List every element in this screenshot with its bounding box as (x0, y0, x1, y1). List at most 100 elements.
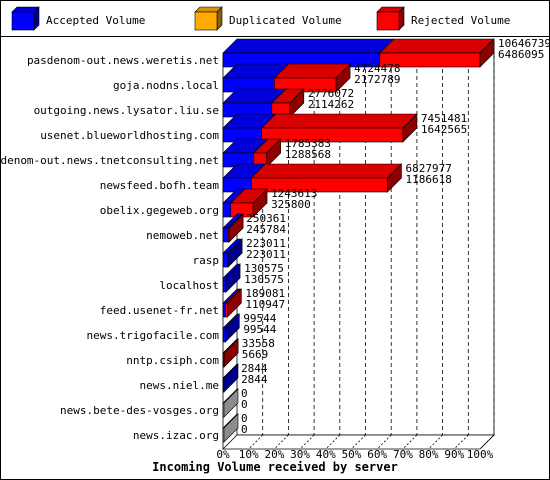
bar-top-rejected (250, 163, 403, 179)
value-label-accepted: 2114262 (308, 98, 354, 111)
category-label: rasp (193, 254, 220, 267)
value-label-total: 2776072 (308, 87, 354, 100)
floor-gridline (325, 434, 341, 450)
floor-gridline (428, 434, 443, 450)
bar-segment-accepted (222, 227, 229, 243)
bar-side-empty (223, 413, 239, 443)
bar-segment-accepted (222, 277, 227, 293)
legend-label-duplicated: Duplicated Volume (229, 14, 342, 27)
bar-side-rejected (227, 288, 242, 318)
bar-side-accepted (225, 263, 241, 293)
category-label: newsfeed.bofh.team (100, 179, 220, 192)
bar-top-accepted (222, 38, 395, 54)
floor-gridline (479, 434, 495, 450)
value-label-total: 7451481 (421, 112, 467, 125)
value-label-accepted: 0 (241, 398, 248, 411)
category-label: pasdenom-out.news.tnetconsulting.net (0, 154, 219, 167)
bar-side-rejected (479, 38, 495, 68)
category-label: nntp.csiph.com (126, 354, 219, 367)
category-label: news.bete-des-vosges.org (60, 404, 219, 417)
floor-gridline (274, 434, 289, 450)
value-label-accepted: 110947 (245, 298, 285, 311)
x-tick-label: 10% (239, 448, 259, 461)
value-label-accepted: 1186618 (405, 173, 451, 186)
legend-swatch-duplicated (194, 11, 218, 31)
x-axis: 0% 10% 20% 30% 40% 50% 60% 70% 80% 90% 100% Incomin… (152, 448, 493, 474)
value-label-accepted: 223011 (246, 248, 286, 261)
value-label-total: 0 (241, 412, 248, 425)
bar-side-empty (223, 388, 239, 418)
value-label-total: 130575 (244, 262, 284, 275)
value-label-accepted: 2172789 (354, 73, 400, 86)
bar-side-rejected (335, 63, 351, 93)
value-label-accepted: 0 (241, 423, 248, 436)
floor-gridline (299, 434, 315, 450)
floor-gridline (402, 434, 418, 450)
x-tick-label: 60% (367, 448, 387, 461)
bar-side-rejected (266, 138, 281, 168)
x-tick-label: 70% (393, 448, 413, 461)
x-tick-label: 80% (419, 448, 439, 461)
bar-top-rejected (260, 113, 418, 129)
value-label-total: 1785383 (285, 137, 331, 150)
bar-side-rejected (289, 88, 305, 118)
x-tick-label: 30% (290, 448, 310, 461)
bar-side-rejected (402, 113, 418, 143)
bar-side-accepted (223, 363, 239, 393)
category-label: pasdenom-out.news.weretis.net (27, 54, 219, 67)
value-label-accepted: 6486095 (498, 48, 544, 61)
value-label-total: 250361 (246, 212, 286, 225)
bar-side-rejected (252, 188, 268, 218)
category-label: news.izac.org (133, 429, 219, 442)
value-label-accepted: 5669 (242, 348, 268, 361)
bar-segment-accepted (222, 252, 229, 268)
legend-swatch-accepted (11, 11, 35, 31)
bar-segment-accepted (222, 327, 226, 343)
category-label: usenet.blueworldhosting.com (40, 129, 219, 142)
bar-side-accepted (227, 238, 243, 268)
x-tick-label: 90% (444, 448, 464, 461)
floor-gridline (351, 434, 366, 450)
value-label-accepted: 1642565 (421, 123, 467, 136)
bar-side-rejected (228, 213, 244, 243)
x-axis-label: Incoming Volume received by server (152, 460, 398, 474)
value-label-total: 223011 (246, 237, 286, 250)
category-labels: pasdenom-out.news.weretis.net goja.nodns.… (0, 54, 219, 442)
category-label: news.trigofacile.com (87, 329, 220, 342)
x-tick-label: 100% (467, 448, 494, 461)
x-tick-label: 0% (216, 448, 230, 461)
category-label: localhost (159, 279, 219, 292)
legend-swatch-rejected (376, 11, 400, 31)
value-label-total: 189081 (245, 287, 285, 300)
floor-gridline (376, 434, 392, 450)
value-label-accepted: 99544 (243, 323, 276, 336)
bar-segment-accepted (222, 202, 232, 218)
value-label-total: 2844 (241, 362, 268, 375)
x-tick-label: 50% (342, 448, 362, 461)
value-label-total: 4724478 (354, 62, 400, 75)
category-label: nemoweb.net (146, 229, 219, 242)
bar-segment-accepted (222, 302, 226, 318)
value-label-total: 1243613 (271, 187, 317, 200)
value-label-total: 6827977 (405, 162, 451, 175)
category-label: goja.nodns.local (113, 79, 219, 92)
bars (222, 38, 495, 443)
floor-gridline (454, 434, 469, 450)
legend-label-accepted: Accepted Volume (46, 14, 145, 27)
x-tick-label: 20% (264, 448, 284, 461)
category-label: feed.usenet-fr.net (100, 304, 219, 317)
bar-side-rejected (223, 338, 239, 368)
bar-segment-rejected (261, 127, 404, 143)
bar-top-rejected (379, 38, 495, 54)
legend-label-rejected: Rejected Volume (411, 14, 510, 27)
value-label-total: 33558 (242, 337, 275, 350)
category-label: outgoing.news.lysator.liu.se (34, 104, 219, 117)
category-label: obelix.gegeweb.org (100, 204, 219, 217)
value-label-total: 99544 (243, 312, 276, 325)
value-label-accepted: 325800 (271, 198, 311, 211)
value-label-total: 0 (241, 387, 248, 400)
floor-gridline (248, 434, 263, 450)
value-label-accepted: 130575 (244, 273, 284, 286)
